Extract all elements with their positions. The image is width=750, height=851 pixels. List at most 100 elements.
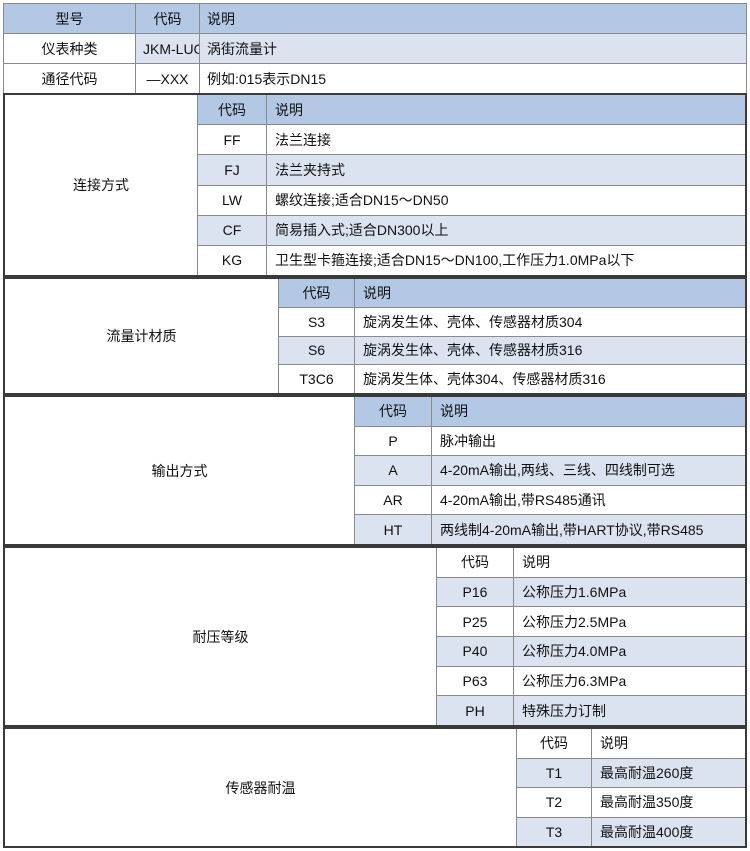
row-label-instrument-type: 仪表种类 — [3, 33, 136, 64]
row-code: S3 — [279, 307, 355, 336]
table-row: KG 卫生型卡箍连接;适合DN15～DN100,工作压力1.0MPa以下 — [198, 245, 745, 276]
row-desc: 公称压力2.5MPa — [514, 607, 745, 637]
row-desc: 螺纹连接;适合DN15～DN50 — [267, 185, 745, 215]
header-code: 代码 — [135, 3, 200, 34]
table-row: A 4-20mA输出,两线、三线、四线制可选 — [355, 456, 745, 486]
header-description: 说明 — [199, 3, 747, 34]
row-code: LW — [198, 185, 267, 215]
table-row: P63 公称压力6.3MPa — [437, 666, 745, 697]
top-header-block: 型号 代码 说明 仪表种类 JKM-LUGB 涡街流量计 通径代码 —XXX 例… — [3, 3, 747, 94]
top-table: 型号 代码 说明 仪表种类 JKM-LUGB 涡街流量计 通径代码 —XXX 例… — [3, 3, 747, 94]
row-code: PH — [437, 696, 514, 726]
row-code: AR — [355, 485, 432, 515]
subheader-code: 代码 — [517, 729, 592, 758]
row-code: T3 — [517, 817, 592, 846]
spec-section: 耐压等级 代码 说明 P16 公称压力1.6MPa P25 公称压力2.5MPa P40 公称压… — [3, 546, 747, 727]
section-label: 流量计材质 — [5, 279, 279, 393]
row-desc: 卫生型卡箍连接;适合DN15～DN100,工作压力1.0MPa以下 — [267, 245, 745, 276]
row-label-bore-code: 通径代码 — [3, 63, 136, 94]
subheader-row: 代码 说明 — [437, 548, 745, 578]
row-code: P40 — [437, 637, 514, 666]
section-rows: 代码 说明 P 脉冲输出 A 4-20mA输出,两线、三线、四线制可选 AR 4-20mA输出… — [355, 397, 745, 544]
row-desc: 最高耐温400度 — [592, 817, 745, 846]
table-row: HT 两线制4-20mA输出,带HART协议,带RS485 — [355, 515, 745, 544]
row-code: KG — [198, 245, 267, 276]
subheader-code: 代码 — [279, 279, 355, 307]
row-desc: 最高耐温260度 — [592, 758, 745, 787]
subheader-description: 说明 — [592, 729, 745, 758]
row-desc: 旋涡发生体、壳体、传感器材质316 — [355, 336, 745, 365]
section-rows: 代码 说明 FF 法兰连接 FJ 法兰夹持式 LW 螺纹连接;适合DN15～DN50 CF 简易插… — [198, 95, 745, 276]
table-row: P40 公称压力4.0MPa — [437, 637, 745, 667]
table-row: T3 最高耐温400度 — [517, 817, 745, 846]
row-desc-bore-code: 例如:015表示DN15 — [199, 63, 747, 94]
row-desc: 法兰连接 — [267, 125, 745, 155]
subheader-code: 代码 — [437, 548, 514, 577]
table-row: T2 最高耐温350度 — [517, 788, 745, 818]
section-rows: 代码 说明 P16 公称压力1.6MPa P25 公称压力2.5MPa P40 公称压力4.0… — [437, 548, 745, 726]
row-desc: 最高耐温350度 — [592, 788, 745, 817]
row-desc-instrument-type: 涡街流量计 — [199, 33, 747, 64]
table-row: 仪表种类 JKM-LUGB 涡街流量计 — [3, 33, 747, 64]
subheader-row: 代码 说明 — [517, 729, 745, 759]
row-code: FF — [198, 125, 267, 155]
table-row: FJ 法兰夹持式 — [198, 155, 745, 186]
row-code: P63 — [437, 666, 514, 696]
section-label: 传感器耐温 — [5, 729, 517, 846]
table-row: PH 特殊压力订制 — [437, 696, 745, 726]
subheader-description: 说明 — [267, 95, 745, 125]
subheader-description: 说明 — [355, 279, 745, 307]
row-code: P — [355, 426, 432, 456]
spec-section: 流量计材质 代码 说明 S3 旋涡发生体、壳体、传感器材质304 S6 旋涡发生体、壳体、传… — [3, 277, 747, 395]
spec-section: 连接方式 代码 说明 FF 法兰连接 FJ 法兰夹持式 LW 螺纹连接;适合DN15～DN50 C… — [3, 93, 747, 277]
subheader-row: 代码 说明 — [279, 279, 745, 308]
row-desc: 4-20mA输出,两线、三线、四线制可选 — [432, 456, 745, 485]
row-desc: 旋涡发生体、壳体、传感器材质304 — [355, 307, 745, 336]
table-row: 通径代码 —XXX 例如:015表示DN15 — [3, 63, 747, 94]
section-label: 耐压等级 — [5, 548, 437, 725]
subheader-row: 代码 说明 — [198, 95, 745, 126]
row-code: T2 — [517, 788, 592, 817]
subheader-row: 代码 说明 — [355, 397, 745, 427]
section-label: 连接方式 — [5, 95, 198, 275]
row-desc: 两线制4-20mA输出,带HART协议,带RS485 — [432, 515, 745, 544]
row-desc: 公称压力6.3MPa — [514, 666, 745, 696]
row-desc: 公称压力1.6MPa — [514, 577, 745, 607]
spec-section: 输出方式 代码 说明 P 脉冲输出 A 4-20mA输出,两线、三线、四线制可选 AR 4-20… — [3, 395, 747, 546]
table-header-row: 型号 代码 说明 — [3, 3, 747, 34]
table-row: P16 公称压力1.6MPa — [437, 577, 745, 608]
row-desc: 脉冲输出 — [432, 426, 745, 456]
table-row: LW 螺纹连接;适合DN15～DN50 — [198, 185, 745, 216]
row-code: FJ — [198, 155, 267, 185]
row-desc: 法兰夹持式 — [267, 155, 745, 185]
table-row: AR 4-20mA输出,带RS485通讯 — [355, 485, 745, 516]
table-row: S6 旋涡发生体、壳体、传感器材质316 — [279, 336, 745, 366]
section-label: 输出方式 — [5, 397, 355, 544]
row-code: P25 — [437, 607, 514, 637]
table-row: S3 旋涡发生体、壳体、传感器材质304 — [279, 307, 745, 337]
row-code: T3C6 — [279, 365, 355, 393]
row-code-bore-code: —XXX — [135, 63, 200, 94]
row-desc: 简易插入式;适合DN300以上 — [267, 215, 745, 245]
row-desc: 旋涡发生体、壳体304、传感器材质316 — [355, 365, 745, 393]
subheader-description: 说明 — [432, 397, 745, 426]
row-desc: 公称压力4.0MPa — [514, 637, 745, 666]
row-code-instrument-type: JKM-LUGB — [135, 33, 200, 64]
row-desc: 特殊压力订制 — [514, 696, 745, 726]
table-row: T3C6 旋涡发生体、壳体304、传感器材质316 — [279, 365, 745, 393]
table-row: T1 最高耐温260度 — [517, 758, 745, 788]
row-code: T1 — [517, 758, 592, 787]
header-model: 型号 — [3, 3, 136, 34]
subheader-description: 说明 — [514, 548, 745, 577]
row-code: A — [355, 456, 432, 485]
section-rows: 代码 说明 S3 旋涡发生体、壳体、传感器材质304 S6 旋涡发生体、壳体、传感器材质3… — [279, 279, 745, 393]
subheader-code: 代码 — [198, 95, 267, 125]
row-code: S6 — [279, 336, 355, 365]
subheader-code: 代码 — [355, 397, 432, 426]
row-desc: 4-20mA输出,带RS485通讯 — [432, 485, 745, 515]
table-row: FF 法兰连接 — [198, 125, 745, 156]
table-row: P25 公称压力2.5MPa — [437, 607, 745, 638]
row-code: CF — [198, 215, 267, 245]
spec-section: 传感器耐温 代码 说明 T1 最高耐温260度 T2 最高耐温350度 T3 最高耐温400度 — [3, 727, 747, 848]
